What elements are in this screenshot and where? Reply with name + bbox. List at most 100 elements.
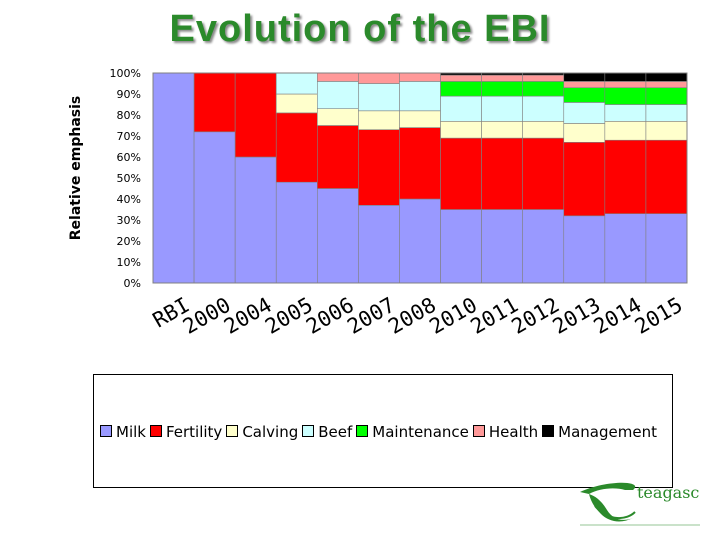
bar-health-2010 [440, 74, 482, 82]
legend-swatch [302, 425, 315, 437]
bars [152, 72, 688, 284]
x-tick-label: 2015 [631, 293, 687, 339]
bar-milk-2013 [563, 215, 606, 284]
bar-milk-2005 [275, 181, 318, 284]
bar-health-2007 [358, 72, 400, 84]
bar-fertility-2010 [440, 137, 482, 210]
bar-fertility-2006 [317, 125, 359, 189]
bar-beef-2011 [481, 95, 523, 122]
legend-item-beef: Beef [302, 423, 352, 441]
bar-milk-2010 [440, 209, 482, 284]
legend-swatch [100, 425, 112, 437]
bar-calving-2013 [563, 123, 606, 143]
bar-maintenance-2011 [481, 81, 523, 97]
bar-beef-2014 [604, 104, 647, 122]
legend-swatch [356, 425, 369, 437]
bar-calving-2014 [604, 121, 647, 141]
y-tick-label: 0% [124, 277, 141, 290]
bar-fertility-2013 [563, 142, 606, 217]
bar-fertility-2007 [358, 129, 400, 206]
legend-item-milk: Milk [100, 423, 146, 441]
bar-beef-2015 [645, 104, 688, 122]
bar-maintenance-2013 [563, 87, 606, 103]
bar-health-2013 [563, 81, 606, 89]
y-tick-label: 90% [117, 88, 141, 101]
legend-item-calving: Calving [226, 423, 298, 441]
bar-fertility-2000 [193, 72, 236, 133]
bar-fertility-2012 [522, 137, 565, 210]
legend-item-health: Health [472, 423, 538, 441]
bar-milk-2006 [317, 188, 359, 284]
bar-health-2014 [604, 81, 647, 89]
legend-label: Beef [318, 423, 353, 441]
bar-milk-2004 [234, 156, 277, 284]
legend: Milk Fertility Calving Beef Maintenance Healt… [93, 374, 673, 488]
bar-health-2006 [317, 72, 359, 82]
y-tick-label: 70% [117, 130, 141, 143]
bar-calving-2011 [481, 121, 523, 139]
bar-management-2013 [563, 72, 606, 82]
bar-calving-2015 [645, 121, 688, 141]
bar-fertility-2015 [645, 139, 688, 214]
y-tick-label: 80% [117, 109, 141, 122]
legend-label: Calving [242, 423, 299, 441]
bar-calving-2007 [358, 110, 400, 131]
bar-management-2015 [645, 72, 688, 82]
bar-milk-2012 [522, 209, 565, 284]
bar-maintenance-2014 [604, 87, 647, 105]
teagasc-logo: teagasc [580, 482, 700, 526]
bar-health-2012 [522, 74, 565, 82]
bar-calving-2012 [522, 121, 565, 139]
legend-swatch [149, 425, 162, 437]
page-title: Evolution of the EBI [169, 8, 551, 50]
bar-beef-2006 [317, 81, 359, 110]
bar-milk-2007 [358, 205, 400, 284]
y-tick-label: 20% [117, 235, 141, 248]
logo-text: teagasc [637, 483, 699, 502]
y-tick-label: 100% [110, 67, 141, 80]
bar-beef-2007 [358, 83, 400, 112]
bar-beef-2008 [399, 81, 441, 112]
bar-fertility-2011 [481, 137, 523, 210]
bar-fertility-2005 [275, 112, 318, 183]
legend-label: Milk [116, 423, 146, 441]
bar-milk-2015 [645, 213, 688, 284]
bar-milk-2008 [399, 198, 441, 284]
legend-row: Milk Fertility Calving Beef Maintenance Healt… [100, 423, 661, 441]
y-ticks: 0% 10% 20% 30% 40% 50% 60% 70% 80% 90% 100% [110, 67, 141, 290]
legend-swatch [226, 425, 239, 437]
bar-fertility-2014 [604, 139, 647, 214]
legend-swatch [472, 425, 485, 437]
stacked-bar-chart: Relative emphasis 0% 10% 20% 30% 40% 50% 60% 70… [68, 67, 688, 339]
bar-milk-rbi [152, 72, 195, 284]
y-tick-label: 30% [117, 214, 141, 227]
legend-item-management: Management [542, 423, 657, 441]
bar-milk-2014 [604, 213, 647, 284]
bar-beef-2010 [440, 95, 482, 122]
bar-milk-2011 [481, 209, 523, 284]
legend-label: Fertility [165, 423, 223, 441]
y-tick-label: 10% [117, 256, 141, 269]
bar-calving-2005 [275, 93, 318, 114]
bar-beef-2013 [563, 102, 606, 124]
bar-health-2011 [481, 74, 523, 82]
y-tick-label: 40% [117, 193, 141, 206]
bar-calving-2010 [440, 121, 482, 139]
bar-maintenance-2010 [440, 81, 482, 97]
bar-maintenance-2015 [645, 87, 688, 105]
bar-calving-2006 [317, 108, 359, 126]
plot-frame [152, 72, 688, 284]
y-axis-label: Relative emphasis [68, 96, 84, 241]
bar-health-2015 [645, 81, 688, 89]
legend-item-maintenance: Maintenance [356, 423, 469, 441]
legend-label: Management [558, 423, 657, 441]
x-ticks: RBI2000200420052006200720082010201120122… [149, 293, 687, 339]
bar-beef-2012 [522, 95, 565, 122]
bar-maintenance-2012 [522, 81, 565, 97]
bar-calving-2008 [399, 110, 441, 128]
legend-label: Maintenance [372, 423, 469, 441]
bar-beef-2005 [275, 72, 318, 95]
bar-fertility-2004 [234, 72, 277, 158]
y-tick-label: 50% [117, 172, 141, 185]
bar-health-2008 [399, 72, 441, 82]
